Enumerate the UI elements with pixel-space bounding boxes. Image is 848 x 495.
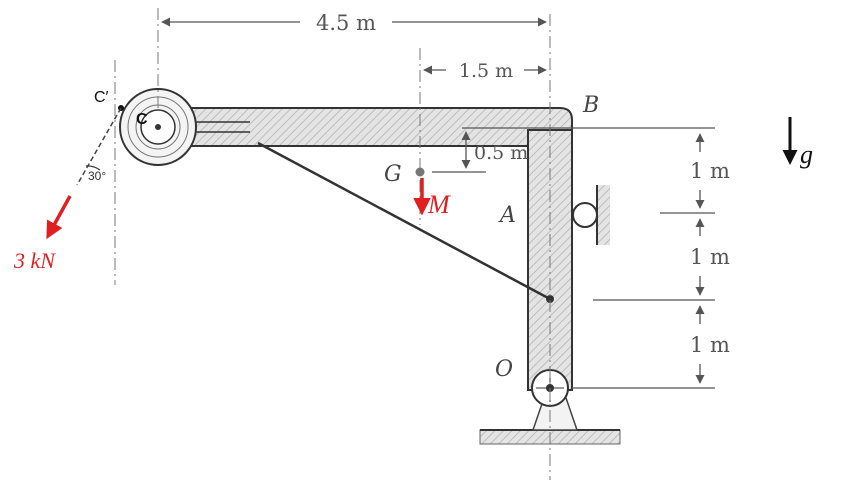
diagonal-rod bbox=[257, 141, 551, 301]
label-b: B bbox=[582, 93, 599, 118]
dim-segment-1: 1 m bbox=[690, 159, 730, 183]
dim-segment-3: 1 m bbox=[690, 333, 730, 357]
label-c-prime: C′ bbox=[94, 89, 109, 106]
label-a: A bbox=[498, 203, 516, 228]
dim-overall-width: 4.5 m bbox=[316, 11, 376, 35]
center-lines bbox=[114, 8, 551, 480]
horizontal-arm bbox=[157, 107, 573, 147]
moment-label: M bbox=[427, 190, 451, 219]
dim-g-offset: 0.5 m bbox=[474, 142, 528, 164]
rod-pin bbox=[546, 295, 554, 303]
force-arrow bbox=[46, 195, 72, 240]
roller-guide-a bbox=[572, 185, 610, 245]
label-o: O bbox=[495, 357, 513, 382]
angle-arc bbox=[85, 165, 101, 171]
gravity-label: g bbox=[800, 140, 813, 169]
dimension-arrows bbox=[161, 17, 705, 384]
pulley-c bbox=[119, 88, 197, 166]
label-c: C bbox=[136, 111, 148, 128]
extension-lines bbox=[432, 127, 715, 389]
cable bbox=[76, 107, 122, 186]
dim-segment-2: 1 m bbox=[690, 245, 730, 269]
force-label: 3 kN bbox=[13, 248, 56, 273]
point-g-dot bbox=[415, 167, 425, 177]
angle-label: 30° bbox=[88, 169, 106, 183]
label-g: G bbox=[384, 162, 402, 187]
dim-offset-width: 1.5 m bbox=[459, 60, 513, 82]
